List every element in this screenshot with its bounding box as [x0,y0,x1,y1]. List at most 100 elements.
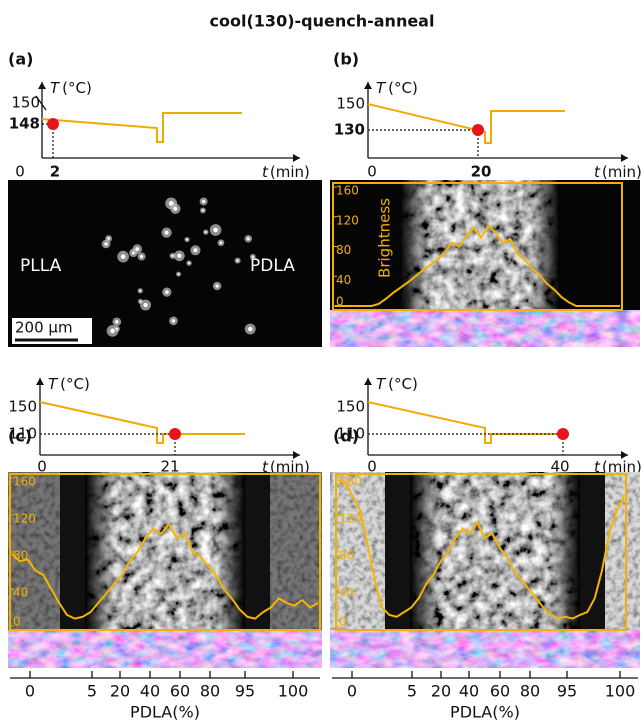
axis-arrow [293,154,300,162]
temperature-axis-label: T(°C) [376,375,418,393]
spherulite-core [220,241,223,244]
temperature-label: 110 [8,425,37,443]
spherulite-core [186,239,188,241]
composition-tick-label: 60 [490,682,510,701]
composition-tick-label: 0 [25,682,35,701]
sampling-point [472,124,484,136]
unit: (°C) [62,79,92,97]
spherulite-core [178,273,180,275]
unit: (min) [602,163,642,181]
spherulite-core [165,231,169,235]
polarized-strip [330,310,640,347]
spherulite-core [115,320,118,323]
spherulite-core [248,327,252,331]
y-tick-label: 40 [13,586,28,600]
composition-tick-label: 100 [278,682,309,701]
composition-tick-label: 20 [431,682,451,701]
spherulite-core [173,207,177,211]
temperature-profile [368,402,565,443]
composition-tick-label: 5 [87,682,97,701]
spherulite-core [139,290,141,292]
figure: cool(130)-quench-anneal (a)T(°C)t(min)15… [0,0,644,728]
y-tick-label: 40 [339,586,354,600]
spherulite-core [193,248,197,252]
unit: (°C) [388,375,418,393]
symbol: t [594,163,601,181]
temperature-axis-label: T(°C) [50,79,92,97]
unit: (°C) [60,375,90,393]
spherulite-core [215,284,218,287]
composition-tick-label: 60 [170,682,190,701]
time-label: 0 [367,163,377,181]
temperature-profile [368,104,565,143]
image-label: PDLA [250,256,295,276]
spherulite-core [202,209,204,211]
temperature-axis-label: T(°C) [48,375,90,393]
spherulite-core [171,255,173,257]
sampling-point [169,428,181,440]
y-tick-label: 40 [336,273,351,287]
fade [85,472,115,630]
sampling-point [47,118,59,130]
temperature-label: 110 [336,425,365,443]
y-tick-label: 120 [336,213,359,227]
unit: (min) [270,163,310,181]
symbol: t [262,163,269,181]
composition-tick-label: 100 [605,682,636,701]
time-axis-label: t(min) [262,163,310,181]
composition-tick-label: 20 [110,682,130,701]
y-tick-label: 120 [13,512,36,526]
temperature-label: 130 [334,121,365,139]
time-label: 2 [50,163,60,181]
spherulite-core [143,303,147,307]
fade [215,472,245,630]
spherulite-core [188,262,190,264]
panel-label: (a) [8,50,33,69]
panel-label: (b) [333,50,359,69]
time-label: 20 [471,163,492,181]
temperature-label: 150 [336,95,365,113]
scale-bar-label: 200 µm [15,319,73,337]
axis-arrow [621,154,628,162]
composition-tick-label: 95 [235,682,255,701]
spherulite-core [177,254,181,258]
symbol: T [376,79,387,97]
temperature-profile [42,113,242,142]
polarized-strip [330,630,640,668]
y-tick-label: 160 [13,475,36,489]
spherulite-core [135,247,139,251]
temperature-profile [40,402,245,443]
symbol: T [376,375,387,393]
axis-arrow [364,378,372,385]
y-tick-label: 80 [336,243,351,257]
unit: (°C) [388,79,418,97]
time-label: 0 [15,163,25,181]
y-tick-label: 0 [13,615,21,629]
temperature-label: 150 [11,94,40,112]
composition-tick-label: 40 [459,682,479,701]
composition-tick-label: 0 [347,682,357,701]
spherulite-core [107,237,110,240]
spherulite-core [116,328,118,330]
y-tick-label: 80 [339,549,354,563]
fade [550,472,580,630]
spherulite-core [247,237,250,240]
axis-arrow [364,82,372,89]
spherulite-core [236,259,238,261]
composition-tick-label: 95 [557,682,577,701]
spherulite-core [165,290,169,294]
time-axis-label: t(min) [594,163,642,181]
composition-tick-label: 80 [520,682,540,701]
y-tick-label: 120 [339,512,362,526]
spherulite-core [202,200,205,203]
spherulite-core [213,228,218,233]
spherulite-core [172,319,175,322]
composition-tick-label: 5 [407,682,417,701]
composition-axis-label: PDLA(%) [450,703,520,722]
symbol: T [50,79,61,97]
temperature-label: 150 [8,398,37,416]
fade [410,472,440,630]
spherulite-core [104,242,107,245]
axis-arrow [38,82,46,89]
composition-tick-label: 80 [200,682,220,701]
